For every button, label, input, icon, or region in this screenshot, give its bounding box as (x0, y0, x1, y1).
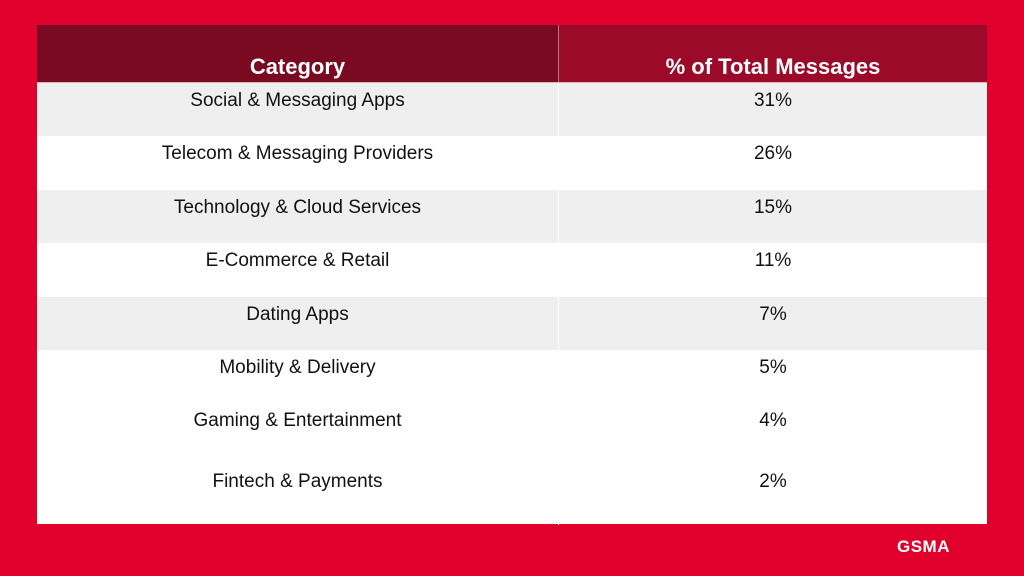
category-table: Category % of Total Messages Social & Me… (37, 25, 987, 525)
table-row: Mobility & Delivery 5% (37, 350, 987, 403)
cell-percent: 11% (754, 250, 792, 271)
cell-percent: 2% (759, 471, 787, 492)
cell-category: Telecom & Messaging Providers (37, 136, 559, 190)
table-row: E-Commerce & Retail 11% (37, 243, 987, 297)
table-header: Category % of Total Messages (37, 25, 987, 83)
table-row: Telecom & Messaging Providers 26% (37, 136, 987, 190)
cell-category: Fintech & Payments (37, 461, 559, 525)
cell-percent: 4% (759, 410, 787, 431)
header-percent: % of Total Messages (559, 25, 987, 82)
cell-category: Social & Messaging Apps (37, 83, 559, 136)
cell-category: Mobility & Delivery (37, 350, 559, 403)
cell-category: Dating Apps (37, 297, 559, 350)
cell-category: E-Commerce & Retail (37, 243, 559, 297)
cell-percent: 5% (759, 357, 787, 378)
cell-category: Gaming & Entertainment (37, 403, 559, 461)
header-category: Category (37, 25, 559, 82)
table-row: Social & Messaging Apps 31% (37, 83, 987, 136)
gsma-logo: GSMA (897, 537, 950, 556)
table-row: Gaming & Entertainment 4% (37, 403, 987, 461)
table-row: Technology & Cloud Services 15% (37, 190, 987, 243)
table-row: Fintech & Payments 2% (37, 461, 987, 525)
cell-percent: 7% (759, 304, 787, 325)
cell-percent: 31% (753, 90, 793, 111)
cell-category: Technology & Cloud Services (37, 190, 559, 243)
cell-percent: 26% (753, 143, 793, 164)
cell-percent: 15% (753, 197, 793, 218)
table-row: Dating Apps 7% (37, 297, 987, 350)
